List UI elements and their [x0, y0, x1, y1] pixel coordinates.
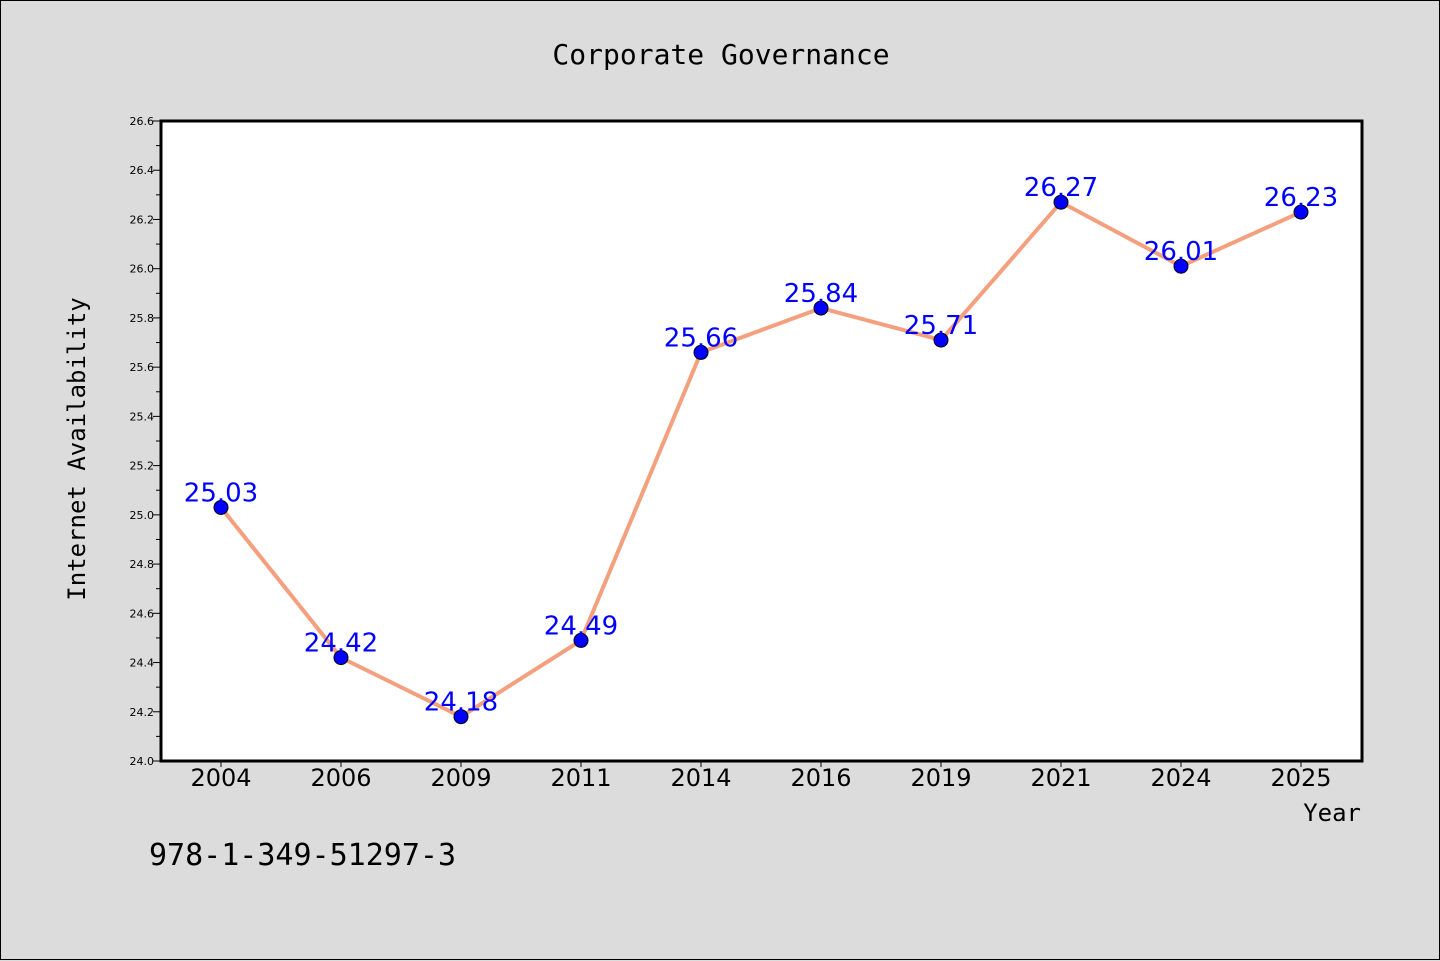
data-label: 25.66 [664, 323, 738, 353]
y-tick-label: 24.8 [130, 558, 155, 571]
y-axis: 24.0 24.2 24.4 24.6 24.8 25.0 25.2 25.4 25.6 25.8… [130, 115, 161, 768]
data-point [453, 709, 469, 725]
data-point [213, 499, 229, 515]
data-point [1173, 258, 1189, 274]
x-tick-label: 2011 [550, 764, 611, 792]
x-axis: 2004 2006 2009 2011 2014 2016 2019 2021 2024 2025 [190, 761, 1332, 792]
data-point [1293, 204, 1309, 220]
y-tick-label: 25.4 [130, 410, 155, 423]
series-group: 25.03 24.42 24.18 24.49 25.66 25.84 25.71 26.27… [184, 173, 1338, 725]
data-label: 25.03 [184, 478, 258, 508]
y-tick-label: 25.8 [130, 312, 155, 325]
data-label: 25.84 [784, 279, 858, 309]
data-point [813, 300, 829, 316]
x-tick-label: 2006 [310, 764, 371, 792]
y-tick-label: 25.0 [130, 509, 155, 522]
data-point [333, 650, 349, 666]
y-tick-label: 24.6 [130, 607, 155, 620]
x-tick-label: 2016 [790, 764, 851, 792]
data-label: 24.49 [544, 611, 618, 641]
x-tick-label: 2014 [670, 764, 731, 792]
chart-title: Corporate Governance [552, 38, 889, 71]
x-axis-label: Year [1303, 799, 1361, 827]
x-tick-label: 2021 [1030, 764, 1091, 792]
x-tick-label: 2025 [1270, 764, 1331, 792]
y-tick-label: 26.4 [130, 164, 155, 177]
plot-border [159, 119, 1364, 763]
y-tick-label: 24.0 [130, 755, 155, 768]
x-tick-label: 2024 [1150, 764, 1211, 792]
series-line [219, 200, 1303, 719]
data-point [1053, 194, 1069, 210]
data-label: 26.27 [1024, 173, 1098, 203]
data-label: 26.01 [1144, 237, 1218, 267]
data-label: 25.71 [904, 311, 978, 341]
x-tick-label: 2009 [430, 764, 491, 792]
y-tick-label: 26.0 [130, 263, 155, 276]
data-point [933, 332, 949, 348]
y-tick-label: 25.6 [130, 361, 155, 374]
data-point [573, 632, 589, 648]
data-label: 24.42 [304, 629, 378, 659]
y-tick-label: 26.2 [130, 213, 155, 226]
y-axis-label: Internet Availability [63, 297, 91, 600]
y-tick-label: 24.2 [130, 706, 155, 719]
y-tick-label: 26.6 [130, 115, 155, 128]
x-tick-label: 2004 [190, 764, 251, 792]
x-tick-label: 2019 [910, 764, 971, 792]
plot-area [161, 121, 1362, 761]
data-label: 26.23 [1264, 183, 1338, 213]
y-tick-label: 24.4 [130, 657, 155, 670]
data-point [693, 344, 709, 360]
y-tick-label: 25.2 [130, 460, 155, 473]
isbn-annotation: 978-1-349-51297-3 [149, 838, 456, 873]
data-label: 24.18 [424, 688, 498, 718]
